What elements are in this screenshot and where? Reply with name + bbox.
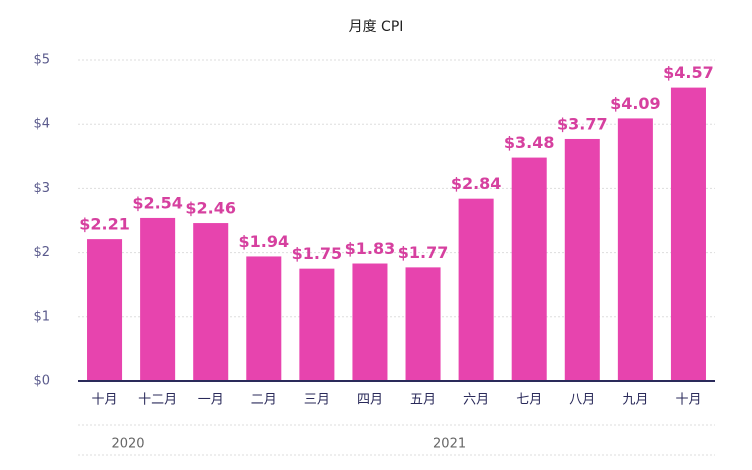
group-label: 2021 <box>433 437 466 452</box>
bar <box>617 118 653 381</box>
value-label: $2.46 <box>185 199 236 218</box>
x-tick-label: 十月 <box>675 393 701 408</box>
y-tick-label: $1 <box>33 309 50 324</box>
value-label: $4.09 <box>610 94 661 113</box>
x-tick-label: 十月 <box>92 393 118 408</box>
x-tick-label: 七月 <box>516 393 542 408</box>
value-label: $2.21 <box>79 215 130 234</box>
bar <box>352 263 388 381</box>
x-tick-label: 九月 <box>622 393 648 408</box>
value-label: $4.57 <box>663 63 714 82</box>
bar <box>193 223 229 381</box>
bar <box>564 138 600 381</box>
y-tick-label: $4 <box>33 117 50 132</box>
x-tick-label: 六月 <box>463 393 489 408</box>
value-label: $1.77 <box>398 243 449 262</box>
bar <box>511 157 547 381</box>
y-tick-label: $0 <box>33 374 50 389</box>
x-tick-label: 二月 <box>251 393 277 408</box>
value-label: $1.94 <box>238 232 289 251</box>
x-tick-label: 三月 <box>304 393 330 408</box>
value-label: $3.77 <box>557 114 608 133</box>
chart-title: 月度 CPI <box>349 19 404 35</box>
bar <box>87 239 123 381</box>
value-label: $2.84 <box>451 174 502 193</box>
x-tick-label: 十二月 <box>138 393 177 408</box>
bar <box>140 217 176 381</box>
value-label: $3.48 <box>504 133 555 152</box>
value-label: $1.83 <box>345 239 396 258</box>
x-tick-label: 四月 <box>357 393 383 408</box>
y-tick-label: $5 <box>33 53 50 68</box>
bar <box>299 268 335 381</box>
y-tick-label: $2 <box>33 245 50 260</box>
bar <box>405 267 441 381</box>
bar <box>670 87 706 381</box>
group-label: 2020 <box>111 437 144 452</box>
x-tick-label: 八月 <box>569 393 595 408</box>
value-label: $2.54 <box>132 193 183 212</box>
bar <box>246 256 282 381</box>
y-tick-label: $3 <box>33 181 50 196</box>
x-tick-label: 五月 <box>410 393 436 408</box>
bar <box>458 198 494 381</box>
value-label: $1.75 <box>292 244 343 263</box>
x-tick-label: 一月 <box>198 393 224 408</box>
